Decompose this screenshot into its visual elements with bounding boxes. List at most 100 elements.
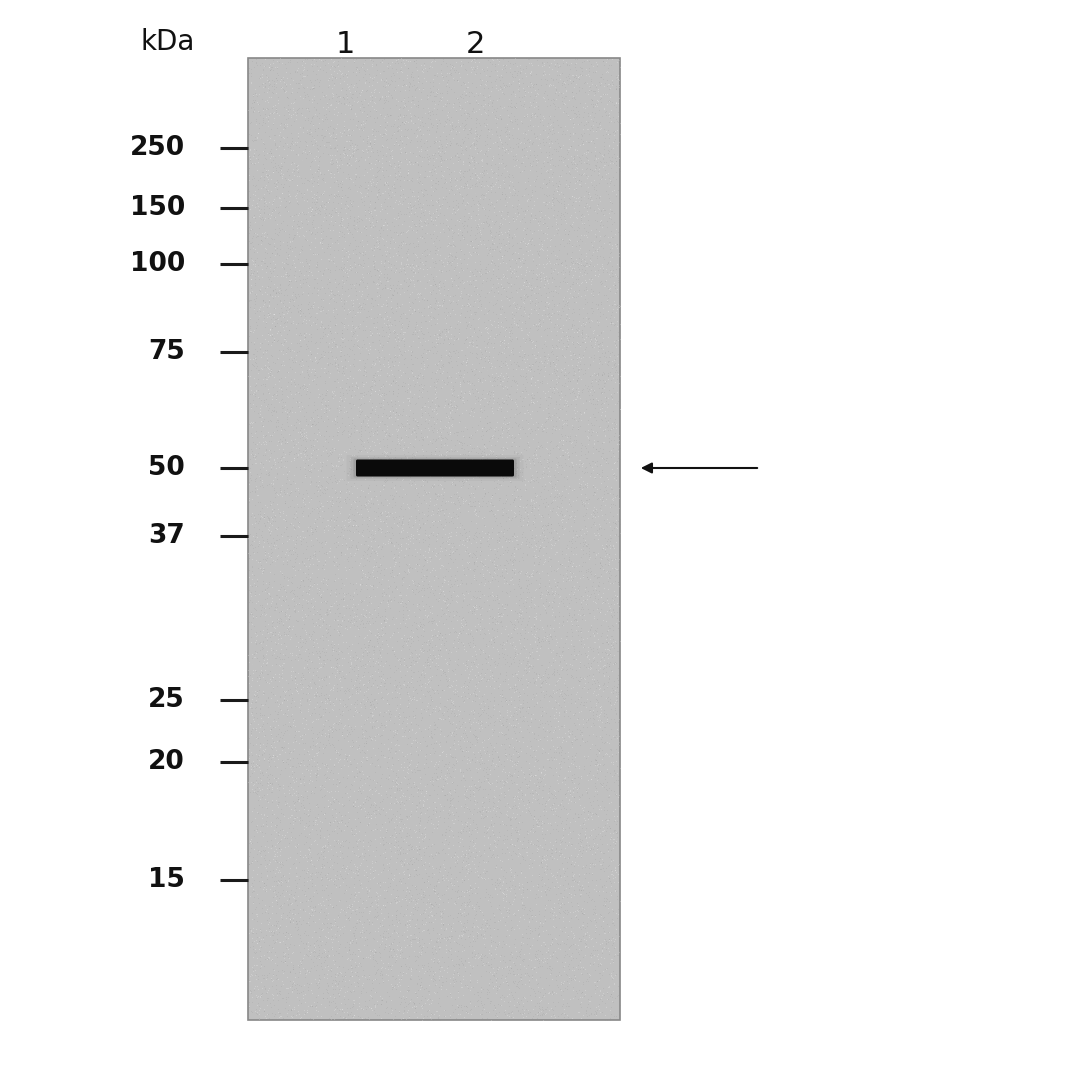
Point (409, 301, 427, 319)
Point (255, 200, 272, 217)
Point (287, 626, 305, 644)
Point (383, 504, 401, 522)
Point (256, 51, 273, 68)
Point (404, 571, 421, 589)
Point (605, 60, 622, 78)
Point (340, 896, 357, 914)
Point (383, 916, 401, 933)
Point (374, 246, 391, 264)
Point (582, 198, 599, 215)
Point (494, 567, 511, 584)
Point (409, 632, 427, 649)
Point (426, 568, 443, 585)
Point (414, 436, 431, 454)
Point (539, 942, 556, 959)
Point (606, 550, 623, 567)
Point (314, 413, 332, 430)
Point (362, 327, 379, 345)
Point (313, 395, 330, 413)
Point (573, 975, 591, 993)
Point (270, 433, 287, 450)
Point (379, 288, 396, 306)
Point (390, 833, 407, 850)
Point (527, 963, 544, 981)
Point (606, 273, 623, 291)
Point (604, 928, 621, 945)
Point (517, 272, 535, 289)
Point (531, 550, 549, 567)
Point (583, 305, 600, 322)
Point (532, 264, 550, 281)
Point (456, 657, 473, 674)
Point (432, 349, 449, 366)
Point (325, 120, 342, 137)
Point (603, 172, 620, 189)
Point (469, 225, 486, 242)
Point (434, 663, 451, 680)
Point (247, 320, 265, 337)
Point (408, 761, 426, 779)
Point (303, 821, 321, 838)
Point (328, 140, 346, 158)
Point (247, 745, 265, 762)
Point (465, 135, 483, 152)
Point (554, 95, 571, 112)
Point (432, 540, 449, 557)
Point (527, 789, 544, 807)
Point (421, 924, 438, 942)
Point (512, 517, 529, 535)
Point (472, 195, 489, 213)
Point (312, 462, 329, 480)
Point (501, 97, 518, 114)
Point (375, 77, 392, 94)
Point (313, 457, 330, 474)
Point (418, 512, 435, 529)
Point (441, 623, 458, 640)
Point (581, 741, 598, 758)
Point (255, 646, 272, 663)
Point (281, 293, 298, 310)
Point (298, 975, 315, 993)
Point (373, 281, 390, 298)
Point (472, 282, 489, 299)
Point (334, 89, 351, 106)
Point (572, 227, 590, 244)
Point (254, 427, 271, 444)
Point (252, 704, 269, 721)
Point (524, 810, 541, 827)
Point (564, 159, 581, 176)
Point (247, 966, 265, 983)
Point (294, 685, 311, 702)
Point (505, 920, 523, 937)
Point (434, 355, 451, 373)
Point (482, 650, 499, 667)
Point (279, 434, 296, 451)
Point (361, 204, 378, 221)
Point (544, 664, 562, 681)
Point (324, 721, 341, 739)
Point (489, 996, 507, 1013)
Point (251, 477, 268, 495)
Point (336, 94, 353, 111)
Point (341, 899, 359, 916)
Point (499, 98, 516, 116)
Point (282, 1001, 299, 1018)
Point (299, 231, 316, 248)
Point (413, 991, 430, 1009)
Point (561, 532, 578, 550)
Point (381, 591, 399, 608)
Point (532, 887, 550, 904)
Point (512, 154, 529, 172)
Point (267, 258, 284, 275)
Point (603, 194, 620, 212)
Point (609, 788, 626, 806)
Point (579, 382, 596, 400)
Point (297, 710, 314, 727)
Point (422, 913, 440, 930)
Point (478, 914, 496, 931)
Point (436, 171, 454, 188)
Point (484, 750, 501, 767)
Point (596, 130, 613, 147)
Point (325, 388, 342, 405)
Point (421, 706, 438, 724)
